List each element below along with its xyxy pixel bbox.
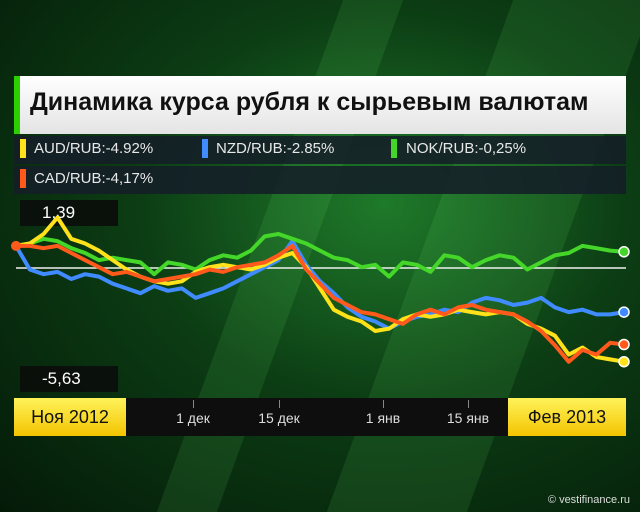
legend-swatch-nok <box>391 139 397 158</box>
x-tick-mark <box>383 400 384 408</box>
chart-title-bar: Динамика курса рубля к сырьевым валютам <box>14 76 626 134</box>
x-tick-15-dec: 15 дек <box>258 410 300 426</box>
legend-row-1: AUD/RUB:-4.92% NZD/RUB:-2.85% NOK/RUB:-0… <box>14 136 626 164</box>
series-end-point-1 <box>618 306 630 318</box>
watermark: © vestifinance.ru <box>547 494 630 506</box>
series-layer <box>11 215 630 368</box>
legend-cad: CAD/RUB:-4,17% <box>34 170 154 187</box>
y-top-label: 1,39 <box>20 200 118 226</box>
x-tick-mark <box>468 400 469 408</box>
series-line-0 <box>14 215 626 364</box>
legend-swatch-aud <box>20 139 26 158</box>
series-end-point-0 <box>618 355 630 368</box>
series-end-point-2 <box>618 246 630 258</box>
legend-aud: AUD/RUB:-4.92% <box>34 140 154 157</box>
chart-title: Динамика курса рубля к сырьевым валютам <box>30 88 589 116</box>
x-tick-1-jan: 1 янв <box>365 410 401 426</box>
series-start-point <box>11 240 21 251</box>
x-axis-bar: Ноя 2012 Фев 2013 1 дек 15 дек 1 янв 15 … <box>14 398 626 436</box>
x-tick-mark <box>279 400 280 408</box>
x-end-label: Фев 2013 <box>508 398 626 436</box>
x-start-label: Ноя 2012 <box>14 398 126 436</box>
legend-swatch-cad <box>20 169 26 188</box>
x-tick-mark <box>193 400 194 408</box>
series-line-2 <box>14 232 626 279</box>
series-end-point-3 <box>618 338 630 351</box>
x-tick-1-dec: 1 дек <box>176 410 210 426</box>
series-line-3 <box>14 243 626 364</box>
legend-swatch-nzd <box>202 139 208 158</box>
y-bottom-label: -5,63 <box>20 366 118 392</box>
legend-nzd: NZD/RUB:-2.85% <box>216 140 335 157</box>
legend-nok: NOK/RUB:-0,25% <box>406 140 527 157</box>
x-tick-15-jan: 15 янв <box>446 410 490 426</box>
legend-row-2: CAD/RUB:-4,17% <box>14 166 626 194</box>
